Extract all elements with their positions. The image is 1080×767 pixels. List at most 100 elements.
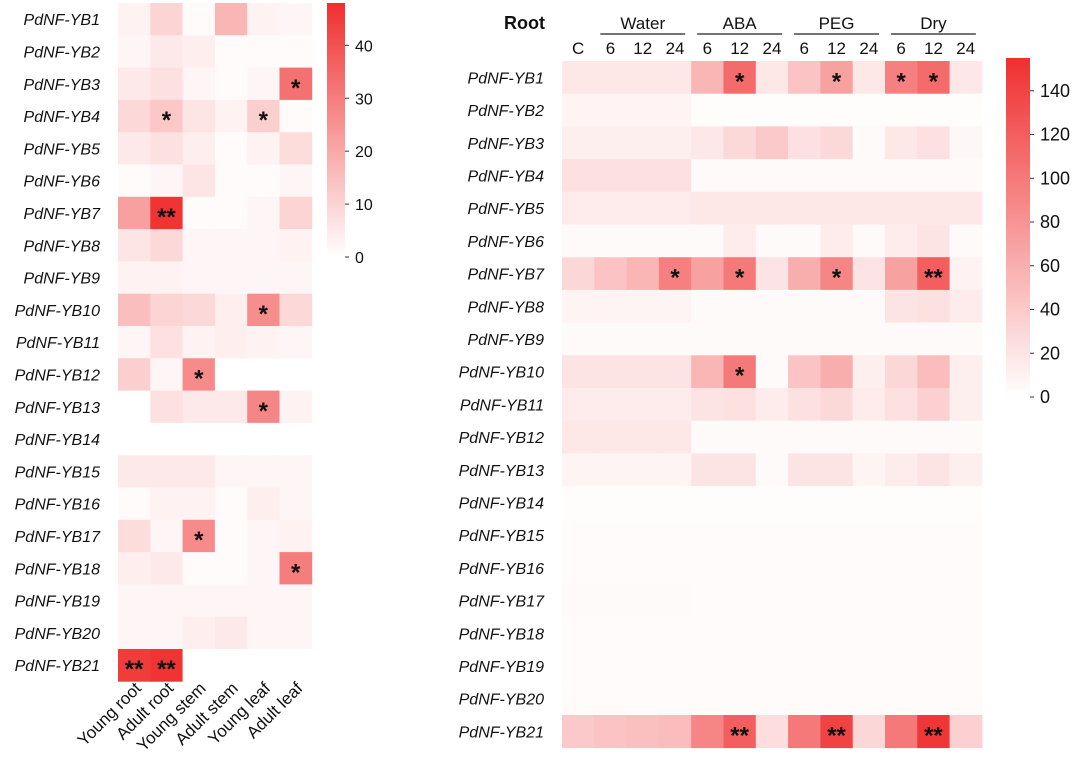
time-point-label: 24	[762, 39, 781, 58]
heatmap-cell	[247, 649, 280, 682]
root-row-label: PdNF-YB5	[468, 201, 545, 218]
root-row-label: PdNF-YB2	[468, 103, 545, 120]
time-point-label: 12	[924, 39, 943, 58]
heatmap-cell	[182, 229, 216, 262]
significance-mark: *	[162, 107, 172, 134]
heatmap-cell	[214, 552, 248, 585]
heatmap-cell	[755, 584, 789, 618]
heatmap-cell	[755, 159, 789, 193]
heatmap-cell	[820, 584, 854, 618]
heatmap-cell	[755, 682, 789, 716]
heatmap-cell	[885, 191, 918, 225]
heatmap-cell	[852, 649, 886, 683]
heatmap-cell	[562, 649, 595, 683]
heatmap-cell	[562, 584, 595, 618]
significance-mark: *	[832, 68, 842, 95]
tissue-row-label: PdNF-YB8	[24, 238, 101, 255]
root-stress-colorbar: 0 20 40 60 80 100 120 140	[1006, 58, 1070, 407]
significance-mark: *	[670, 265, 680, 292]
time-point-label: 6	[606, 39, 615, 58]
heatmap-cell	[820, 420, 854, 454]
heatmap-cell	[182, 35, 216, 68]
heatmap-cell	[723, 61, 757, 95]
heatmap-cell	[723, 322, 757, 356]
heatmap-cell	[182, 649, 216, 682]
heatmap-cell	[691, 224, 724, 258]
treatment-group-label: ABA	[723, 14, 758, 33]
heatmap-cell	[885, 682, 918, 716]
significance-mark: **	[157, 204, 176, 231]
heatmap-cell	[820, 649, 854, 683]
heatmap-cell	[150, 649, 183, 682]
root-row-label: PdNF-YB8	[468, 299, 545, 316]
heatmap-cell	[949, 257, 983, 291]
heatmap-cell	[594, 61, 627, 95]
heatmap-cell	[852, 453, 886, 487]
heatmap-cell	[562, 61, 595, 95]
root-row-label: PdNF-YB10	[459, 365, 544, 382]
heatmap-cell	[182, 390, 216, 424]
heatmap-cell	[788, 584, 821, 618]
heatmap-cell	[247, 35, 280, 68]
heatmap-cell	[247, 229, 280, 262]
root-row-label: PdNF-YB4	[468, 168, 545, 185]
heatmap-cell	[723, 715, 757, 749]
heatmap-cell	[885, 257, 918, 291]
heatmap-cell	[852, 257, 886, 291]
heatmap-cell	[182, 455, 216, 488]
heatmap-cell	[594, 257, 627, 291]
heatmap-cell	[562, 551, 595, 585]
heatmap-cell	[118, 293, 151, 327]
heatmap-cell	[658, 682, 692, 716]
heatmap-cell	[755, 257, 789, 291]
heatmap-cell	[594, 486, 627, 520]
heatmap-cell	[723, 518, 757, 552]
heatmap-cell	[247, 67, 280, 101]
heatmap-cell	[820, 93, 854, 127]
heatmap-cell	[949, 616, 983, 650]
heatmap-cell	[214, 487, 248, 521]
heatmap-cell	[658, 649, 692, 683]
heatmap-cell	[150, 552, 183, 585]
heatmap-cell	[594, 649, 627, 683]
root-row-label: PdNF-YB20	[459, 692, 544, 709]
heatmap-cell	[691, 453, 724, 487]
significance-mark: *	[896, 68, 906, 95]
heatmap-cell	[852, 191, 886, 225]
heatmap-cell	[755, 616, 789, 650]
significance-mark: **	[125, 656, 144, 683]
heatmap-cell	[118, 616, 151, 650]
significance-mark: *	[259, 107, 269, 134]
heatmap-cell	[723, 616, 757, 650]
heatmap-cell	[658, 486, 692, 520]
heatmap-cell	[562, 257, 595, 291]
heatmap-cell	[691, 257, 724, 291]
heatmap-cell	[917, 126, 950, 160]
heatmap-cell	[279, 164, 313, 198]
heatmap-cell	[150, 164, 183, 198]
heatmap-cell	[755, 61, 789, 95]
heatmap-cell	[691, 616, 724, 650]
heatmap-cell	[279, 99, 313, 133]
heatmap-cell	[594, 453, 627, 487]
heatmap-cell	[658, 616, 692, 650]
heatmap-cell	[214, 293, 248, 327]
heatmap-cell	[182, 261, 216, 295]
heatmap-cell	[594, 224, 627, 258]
colorbar-tick-label: 30	[355, 91, 373, 108]
heatmap-cell	[562, 159, 595, 193]
heatmap-cell	[788, 551, 821, 585]
heatmap-cell	[118, 326, 151, 359]
heatmap-cell	[949, 355, 983, 389]
heatmap-cell	[118, 584, 151, 618]
heatmap-cell	[626, 61, 660, 95]
heatmap-cell	[723, 191, 757, 225]
root-row-label: PdNF-YB21	[459, 724, 544, 741]
heatmap-cell	[182, 584, 216, 618]
heatmap-cell	[150, 422, 183, 456]
significance-mark: **	[924, 265, 943, 292]
heatmap-cell	[214, 99, 248, 133]
heatmap-cell	[626, 616, 660, 650]
time-point-label: 6	[800, 39, 809, 58]
